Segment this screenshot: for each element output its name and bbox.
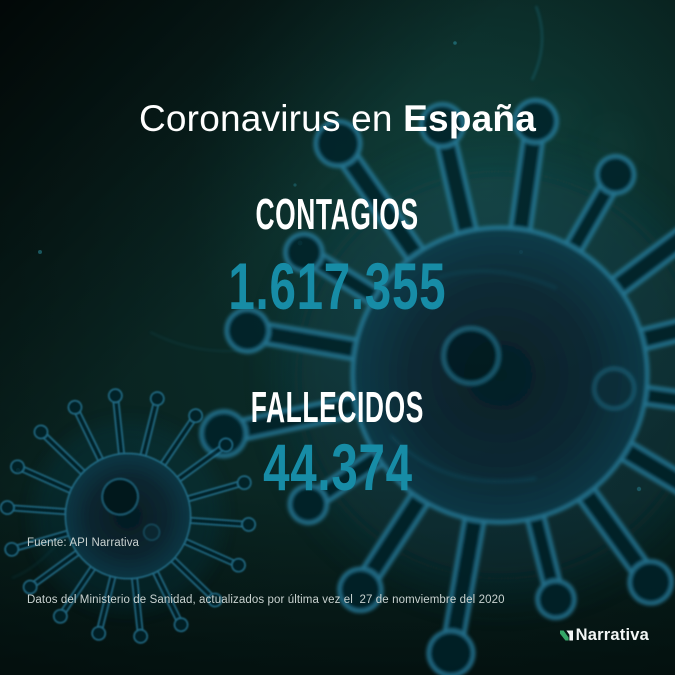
page-title: Coronavirus en España [0, 100, 675, 137]
narrativa-logo-text: Narrativa [575, 626, 649, 644]
update-line: Datos del Ministerio de Sanidad, actuali… [27, 594, 505, 606]
footer-notes: Fuente: API Narrativa Datos del Minister… [27, 496, 505, 648]
contagios-label: CONTAGIOS [255, 190, 420, 239]
narrativa-logo: Narrativa [559, 626, 649, 645]
title-highlight: España [403, 97, 536, 139]
source-line: Fuente: API Narrativa [27, 537, 140, 549]
fallecidos-value: 44.374 [262, 430, 413, 504]
title-prefix: Coronavirus en [138, 97, 404, 139]
narrativa-logo-icon [559, 628, 574, 643]
fallecidos-label: FALLECIDOS [250, 383, 425, 432]
contagios-value: 1.617.355 [228, 249, 447, 323]
